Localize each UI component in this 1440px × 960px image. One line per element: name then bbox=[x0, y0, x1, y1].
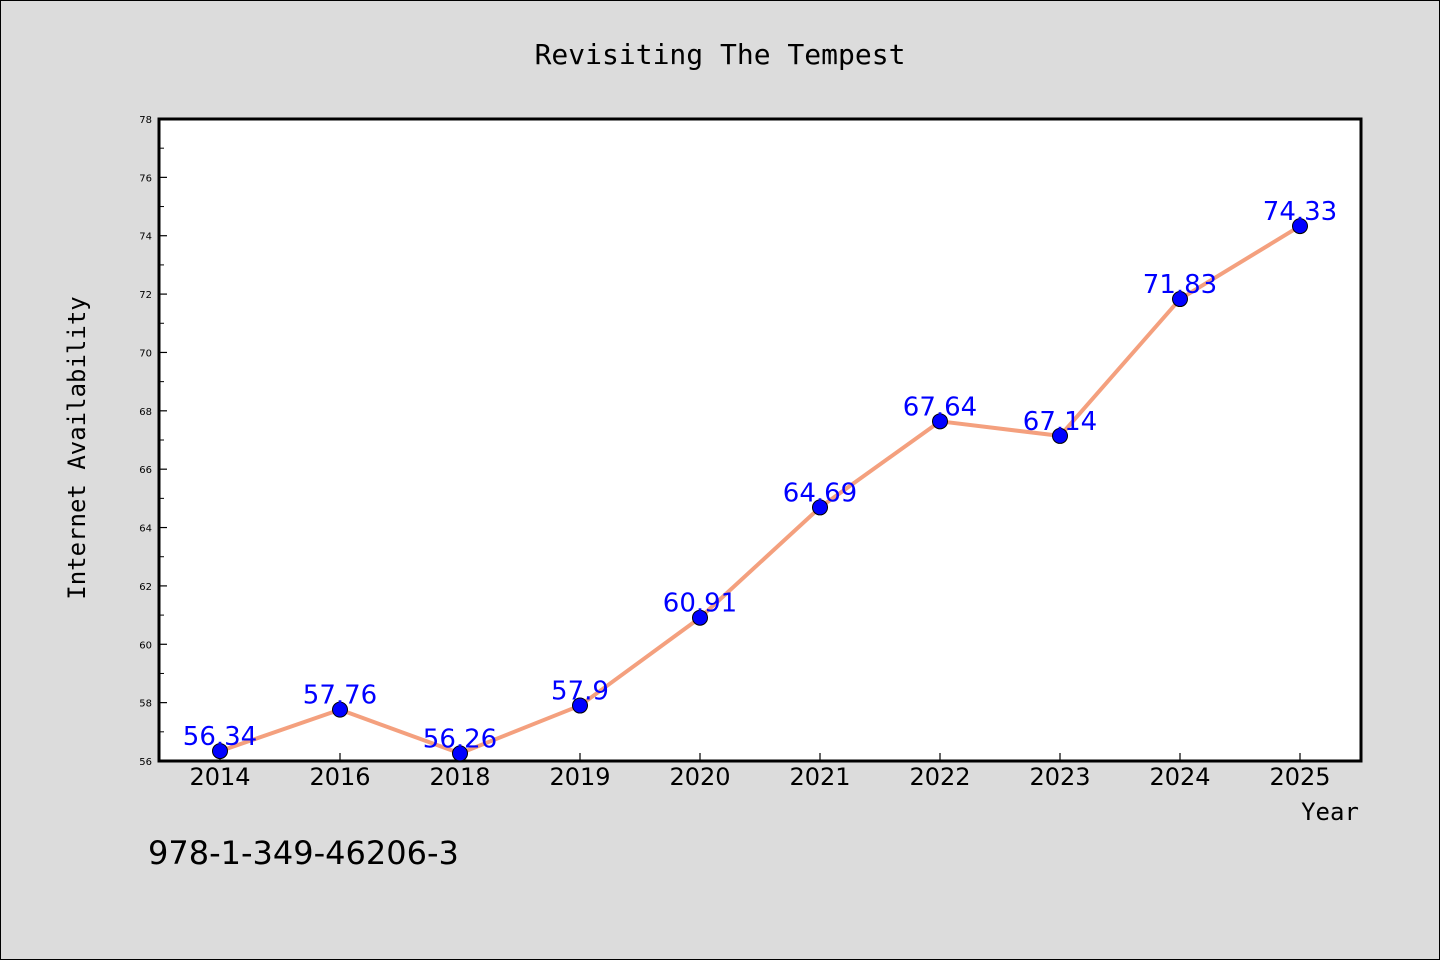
x-tick-label: 2024 bbox=[1149, 763, 1210, 791]
data-point bbox=[572, 697, 588, 714]
y-tick-label: 58 bbox=[139, 699, 152, 710]
data-point bbox=[332, 701, 348, 718]
x-axis-label: Year bbox=[1301, 798, 1359, 826]
x-tick-label: 2023 bbox=[1029, 763, 1090, 791]
data-label: 64.69 bbox=[783, 478, 857, 508]
data-label: 57.9 bbox=[551, 677, 609, 707]
data-labels: 56.34 57.76 56.26 57.9 60.91 64.69 67.64 67.14 7… bbox=[183, 197, 1337, 754]
chart-title: Revisiting The Tempest bbox=[535, 38, 906, 71]
data-label: 56.26 bbox=[423, 724, 497, 754]
data-label: 57.76 bbox=[303, 681, 377, 711]
y-axis: 56 58 60 62 64 66 68 70 72 74 76 78 bbox=[139, 115, 167, 768]
data-label: 56.34 bbox=[183, 722, 257, 752]
y-tick-label: 68 bbox=[139, 407, 152, 418]
data-point bbox=[932, 413, 948, 430]
x-tick-label: 2022 bbox=[909, 763, 970, 791]
plot-area bbox=[157, 117, 1363, 763]
data-point bbox=[212, 743, 228, 760]
data-point bbox=[1052, 427, 1068, 444]
data-label: 67.14 bbox=[1023, 407, 1097, 437]
x-tick-label: 2019 bbox=[549, 763, 610, 791]
data-label: 74.33 bbox=[1263, 197, 1337, 227]
data-point bbox=[452, 745, 468, 762]
x-tick-label: 2014 bbox=[189, 763, 250, 791]
data-label: 60.91 bbox=[663, 589, 737, 619]
y-tick-label: 60 bbox=[139, 640, 152, 651]
data-point bbox=[1292, 218, 1308, 235]
data-label: 71.83 bbox=[1143, 270, 1217, 300]
x-axis: 2014 2016 2018 2019 2020 2021 2022 2023 2024 2025 bbox=[189, 753, 1331, 791]
y-tick-label: 66 bbox=[139, 465, 152, 476]
x-tick-label: 2025 bbox=[1269, 763, 1330, 791]
data-point bbox=[692, 609, 708, 626]
data-label: 67.64 bbox=[903, 392, 977, 422]
x-tick-label: 2021 bbox=[789, 763, 850, 791]
x-tick-label: 2016 bbox=[309, 763, 370, 791]
y-tick-label: 62 bbox=[139, 582, 152, 593]
y-tick-label: 78 bbox=[139, 115, 152, 126]
x-tick-label: 2020 bbox=[669, 763, 730, 791]
series-markers bbox=[212, 218, 1308, 762]
y-tick-label: 70 bbox=[139, 348, 152, 359]
y-tick-label: 56 bbox=[139, 757, 152, 768]
data-point bbox=[1172, 291, 1188, 308]
series-line bbox=[219, 224, 1302, 756]
y-tick-label: 64 bbox=[139, 524, 152, 535]
x-tick-label: 2018 bbox=[429, 763, 490, 791]
data-point bbox=[812, 499, 828, 516]
y-tick-label: 76 bbox=[139, 173, 152, 184]
y-tick-label: 72 bbox=[139, 290, 152, 301]
y-axis-label: Internet Availability bbox=[63, 296, 91, 599]
isbn-text: 978-1-349-46206-3 bbox=[148, 834, 459, 872]
y-tick-label: 74 bbox=[139, 232, 152, 243]
